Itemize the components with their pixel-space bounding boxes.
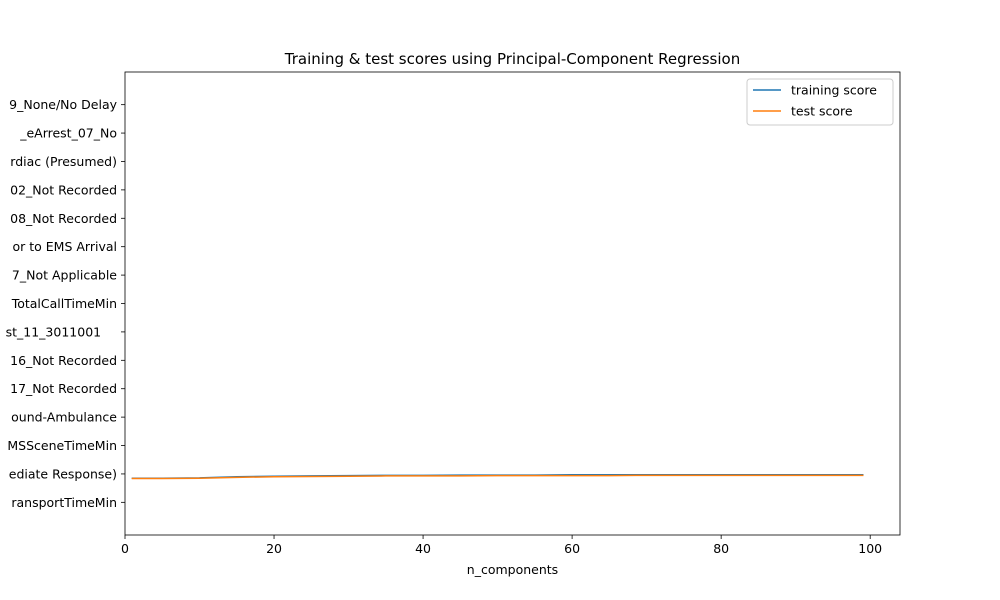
x-tick-label: 60 xyxy=(564,541,580,556)
legend-box xyxy=(746,78,894,126)
y-tick-label: _eArrest_07_No xyxy=(19,126,117,141)
chart-title: Training & test scores using Principal-C… xyxy=(284,50,740,68)
y-tick-label: rdiac (Presumed) xyxy=(10,154,117,169)
series-line-1 xyxy=(131,474,864,480)
y-tick-label: ediate Response) xyxy=(9,466,117,481)
y-tick-label: ransportTimeMin xyxy=(11,495,117,510)
x-axis-label: n_components xyxy=(467,562,558,577)
legend-label: test score xyxy=(791,104,853,119)
y-tick-label: 17_Not Recorded xyxy=(10,381,117,396)
y-tick-label: MSSceneTimeMin xyxy=(7,438,117,453)
legend: training score test score xyxy=(746,78,894,126)
y-tick-label: 9_None/No Delay xyxy=(9,97,117,112)
x-tick-label: 0 xyxy=(121,541,129,556)
y-tick-label: 16_Not Recorded xyxy=(10,353,117,368)
y-tick-label: 7_Not Applicable xyxy=(12,268,117,283)
x-tick-label: 40 xyxy=(415,541,431,556)
y-tick-label: ound-Ambulance xyxy=(11,410,117,425)
y-tick-label: TotalCallTimeMin xyxy=(11,296,117,311)
y-tick-label: st_11_3011001 xyxy=(6,324,117,339)
x-tick-label: 100 xyxy=(858,541,882,556)
x-tick-label: 80 xyxy=(713,541,729,556)
axes-frame xyxy=(124,71,901,536)
y-tick-label: or to EMS Arrival xyxy=(13,239,118,254)
legend-label: training score xyxy=(791,83,877,98)
y-tick-label: 02_Not Recorded xyxy=(10,182,117,197)
plot-area: 0 20 40 60 80 100 ransportTimeMin ediate Respon… xyxy=(6,71,901,556)
x-tick-label: 20 xyxy=(266,541,282,556)
y-tick-label: 08_Not Recorded xyxy=(10,211,117,226)
